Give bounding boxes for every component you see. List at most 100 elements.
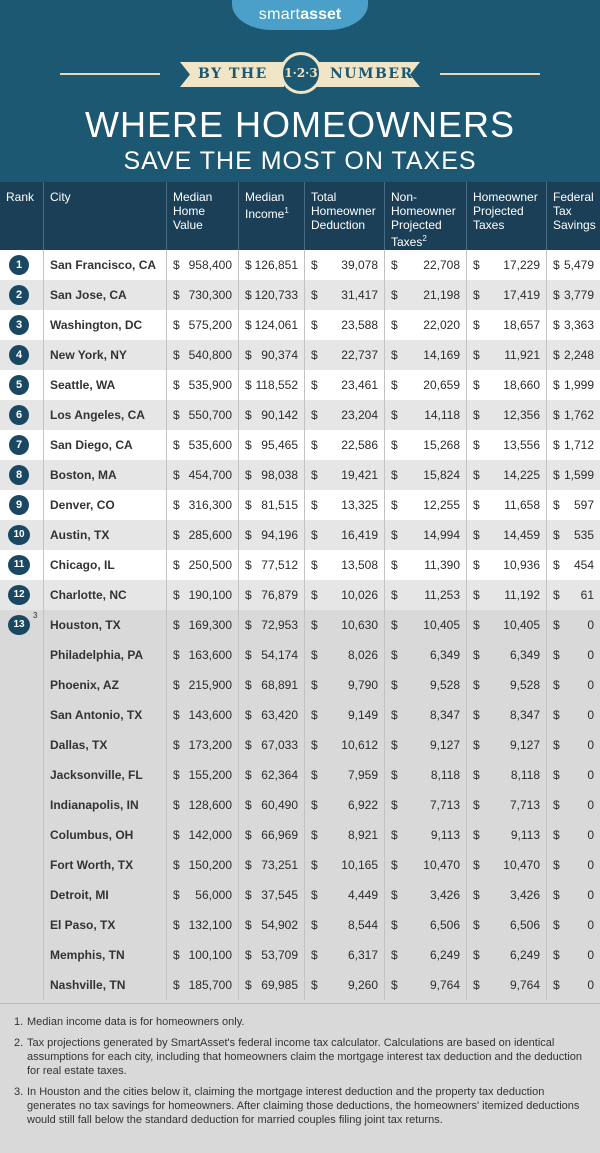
cell-value: 142,000 [188,828,232,842]
dollar-sign: $ [245,708,252,722]
cell-value: 9,127 [509,738,540,752]
table-row: Jacksonville, FL $155,200 $62,364 $7,959 $8,… [0,760,600,790]
cell-value: 9,764 [509,978,540,992]
cell-value: 11,192 [504,588,540,602]
dollar-sign: $ [391,858,398,872]
dollar-sign: $ [473,798,480,812]
table-row: Philadelphia, PA $163,600 $54,174 $8,026 $6,… [0,640,600,670]
dollar-sign: $ [173,408,180,422]
footnote-number: 2. [14,1037,24,1049]
col-income-cell: $63,420 [238,700,304,730]
cell-value: 14,459 [503,528,540,542]
dollar-sign: $ [473,528,480,542]
dollar-sign: $ [245,948,252,962]
dollar-sign: $ [311,468,318,482]
dollar-sign: $ [173,258,180,272]
col-deduction-cell: $9,260 [304,970,384,1000]
col-non-owner-tax-cell: $15,824 [384,460,466,490]
dollar-sign: $ [173,498,180,512]
cell-value: 535 [573,528,594,542]
cell-value: 17,229 [503,258,540,272]
col-rank-cell: 1 [0,250,43,280]
col-home-value-cell: $535,900 [166,370,238,400]
col-rank-cell [0,850,43,880]
cell-value: 132,100 [188,918,232,932]
dollar-sign: $ [311,588,318,602]
dollar-sign: $ [553,468,560,482]
col-owner-tax-cell: $9,764 [466,970,546,1000]
dollar-sign: $ [391,408,398,422]
col-rank-cell: 8 [0,460,43,490]
cell-value: 39,078 [341,258,378,272]
col-savings-cell: $597 [546,490,600,520]
dollar-sign: $ [553,288,560,302]
table-header: Rank City Median Home Value Median Income1 T… [0,182,600,250]
col-home-value-cell: $958,400 [166,250,238,280]
cell-value: 10,405 [503,618,540,632]
col-rank-cell [0,820,43,850]
header-col-rank: Rank [0,182,43,250]
dollar-sign: $ [473,618,480,632]
ribbon-by-the: BY THE [180,62,284,87]
cell-value: 53,709 [261,948,298,962]
dollar-sign: $ [311,978,318,992]
cell-value: 215,900 [188,678,232,692]
col-deduction-cell: $31,417 [304,280,384,310]
dollar-sign: $ [245,678,252,692]
dollar-sign: $ [391,918,398,932]
col-city-cell: Nashville, TN [43,970,166,1000]
cell-value: 66,969 [261,828,298,842]
dollar-sign: $ [473,348,480,362]
dollar-sign: $ [391,588,398,602]
dollar-sign: $ [311,948,318,962]
col-city-cell: Houston, TX [43,610,166,640]
col-rank-cell: 4 [0,340,43,370]
dollar-sign: $ [391,528,398,542]
col-deduction-cell: $10,165 [304,850,384,880]
col-home-value-cell: $142,000 [166,820,238,850]
col-rank-cell [0,640,43,670]
dollar-sign: $ [391,468,398,482]
col-owner-tax-cell: $7,713 [466,790,546,820]
col-owner-tax-cell: $8,118 [466,760,546,790]
col-rank-cell: 3 [0,310,43,340]
table-row: 6 Los Angeles, CA $550,700 $90,142 $23,204 $1… [0,400,600,430]
dollar-sign: $ [311,558,318,572]
cell-value: 90,142 [261,408,298,422]
dollar-sign: $ [391,618,398,632]
col-city-cell: San Jose, CA [43,280,166,310]
rank-badge: 2 [9,285,29,305]
col-city-cell: Chicago, IL [43,550,166,580]
col-non-owner-tax-cell: $8,347 [384,700,466,730]
rank-badge: 1 [9,255,29,275]
cell-value: 0 [587,918,594,932]
footnote-text: Tax projections generated by SmartAsset'… [27,1037,583,1077]
cell-value: 9,790 [347,678,378,692]
table-row: Phoenix, AZ $215,900 $68,891 $9,790 $9,528 $9… [0,670,600,700]
col-deduction-cell: $9,149 [304,700,384,730]
col-income-cell: $62,364 [238,760,304,790]
dollar-sign: $ [173,858,180,872]
dollar-sign: $ [311,618,318,632]
cell-value: 11,253 [424,588,460,602]
header-label: Median Income [245,190,285,221]
table-row: 13 3 Houston, TX $169,300 $72,953 $10,630 $10,… [0,610,600,640]
col-owner-tax-cell: $18,660 [466,370,546,400]
col-owner-tax-cell: $17,419 [466,280,546,310]
col-owner-tax-cell: $10,405 [466,610,546,640]
cell-value: 143,600 [188,708,232,722]
dollar-sign: $ [311,288,318,302]
col-home-value-cell: $190,100 [166,580,238,610]
smartasset-logo: smartasset [232,0,368,30]
col-owner-tax-cell: $9,127 [466,730,546,760]
dollar-sign: $ [473,648,480,662]
dollar-sign: $ [553,888,560,902]
cell-value: 0 [587,948,594,962]
col-savings-cell: $0 [546,760,600,790]
dollar-sign: $ [391,978,398,992]
col-non-owner-tax-cell: $8,118 [384,760,466,790]
cell-value: 730,300 [188,288,232,302]
cell-value: 6,506 [429,918,460,932]
table-row: 4 New York, NY $540,800 $90,374 $22,737 $14,1… [0,340,600,370]
divider-right [440,73,540,75]
